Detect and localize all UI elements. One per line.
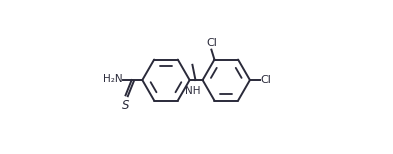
- Text: NH: NH: [185, 86, 200, 96]
- Text: S: S: [122, 99, 129, 112]
- Text: Cl: Cl: [261, 75, 272, 85]
- Text: Cl: Cl: [206, 38, 217, 48]
- Text: H₂N: H₂N: [103, 74, 123, 84]
